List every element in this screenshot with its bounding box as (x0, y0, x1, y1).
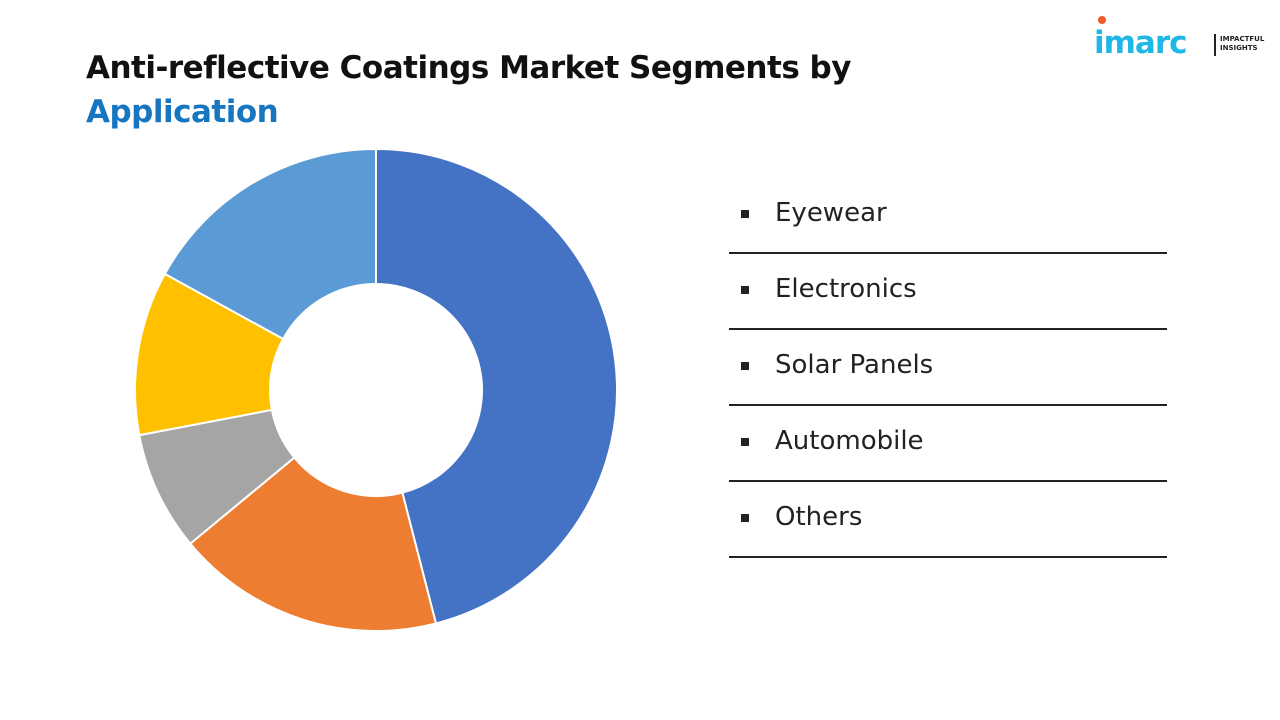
logo-dot-icon (1098, 16, 1106, 24)
imarc-logo: imarc IMPACTFUL INSIGHTS (1094, 16, 1274, 62)
legend-label: Eyewear (775, 198, 887, 228)
legend-item-automobile: Automobile (729, 406, 1167, 482)
legend-bullet-icon (741, 286, 749, 294)
legend-item-solar-panels: Solar Panels (729, 330, 1167, 406)
legend-item-eyewear: Eyewear (729, 178, 1167, 254)
logo-tagline-line-2: INSIGHTS (1220, 44, 1258, 52)
donut-slice-others (163, 147, 377, 341)
chart-legend: Eyewear Electronics Solar Panels Automobile… (729, 178, 1167, 558)
legend-label: Others (775, 502, 863, 532)
legend-item-electronics: Electronics (729, 254, 1167, 330)
donut-slices (134, 147, 618, 632)
legend-item-others: Others (729, 482, 1167, 558)
legend-label: Solar Panels (775, 350, 934, 380)
legend-bullet-icon (741, 210, 749, 218)
logo-tagline: IMPACTFUL INSIGHTS (1220, 35, 1280, 53)
logo-word: imarc (1094, 25, 1188, 61)
page-title: Anti-reflective Coatings Market Segments… (86, 46, 851, 134)
donut-slice-electronics (188, 456, 438, 632)
donut-slice-eyewear (375, 147, 618, 625)
legend-bullet-icon (741, 514, 749, 522)
legend-label: Electronics (775, 274, 917, 304)
legend-bullet-icon (741, 438, 749, 446)
logo-divider (1214, 34, 1216, 56)
legend-label: Automobile (775, 426, 924, 456)
title-line-1: Anti-reflective Coatings Market Segments… (86, 50, 851, 86)
logo-tagline-line-1: IMPACTFUL (1220, 35, 1265, 43)
legend-bullet-icon (741, 362, 749, 370)
title-line-2: Application (86, 94, 279, 130)
donut-chart (134, 147, 618, 632)
